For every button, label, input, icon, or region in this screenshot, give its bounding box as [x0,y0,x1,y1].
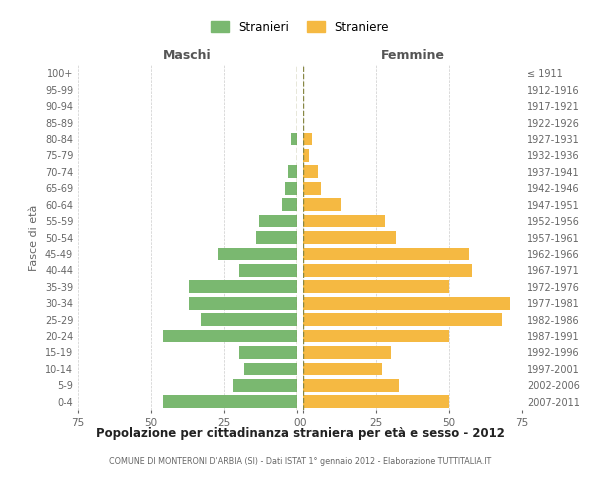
Bar [303,182,320,194]
Bar [189,297,297,310]
Bar [303,149,309,162]
Bar [303,313,502,326]
Bar [189,280,297,293]
Title: Maschi: Maschi [163,50,212,62]
Bar [200,313,297,326]
Bar [163,330,297,342]
Bar [283,198,297,211]
Text: COMUNE DI MONTERONI D'ARBIA (SI) - Dati ISTAT 1° gennaio 2012 - Elaborazione TUT: COMUNE DI MONTERONI D'ARBIA (SI) - Dati … [109,458,491,466]
Bar [303,280,449,293]
Bar [288,166,297,178]
Bar [244,362,297,376]
Text: Popolazione per cittadinanza straniera per età e sesso - 2012: Popolazione per cittadinanza straniera p… [95,428,505,440]
Bar [239,264,297,277]
Bar [303,264,472,277]
Bar [303,166,317,178]
Bar [303,346,391,359]
Legend: Stranieri, Straniere: Stranieri, Straniere [206,16,394,38]
Y-axis label: Fasce di età: Fasce di età [29,204,39,270]
Bar [303,330,449,342]
Bar [303,362,382,376]
Bar [218,248,297,260]
Bar [303,396,449,408]
Bar [303,248,469,260]
Bar [256,231,297,244]
Bar [239,346,297,359]
Bar [303,379,400,392]
Bar [286,182,297,194]
Bar [303,297,511,310]
Bar [291,132,297,145]
Bar [233,379,297,392]
Bar [303,231,397,244]
Title: Femmine: Femmine [380,50,445,62]
Bar [163,396,297,408]
Bar [303,198,341,211]
Bar [303,214,385,228]
Bar [259,214,297,228]
Bar [303,132,312,145]
